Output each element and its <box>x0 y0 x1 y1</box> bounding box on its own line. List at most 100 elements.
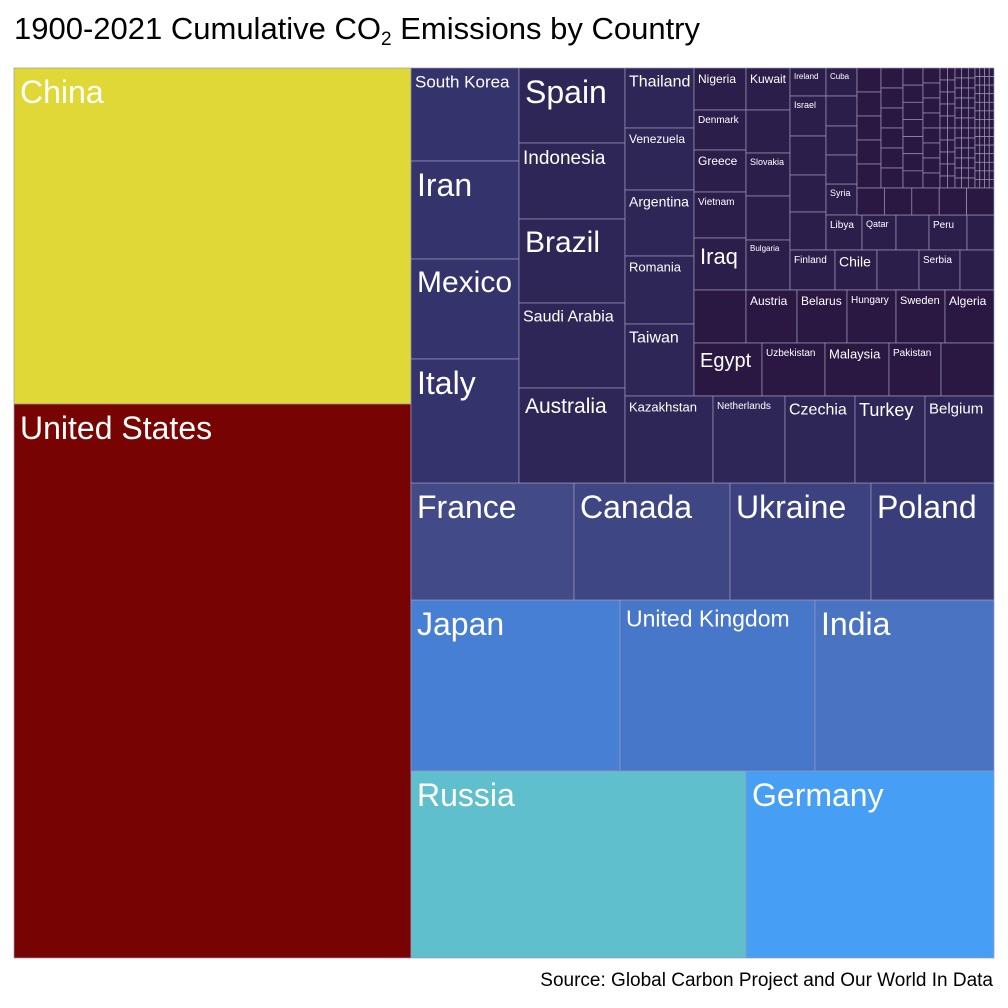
tile-small-country <box>947 163 956 177</box>
tile-label-egypt: Egypt <box>700 350 752 372</box>
tile-small-country <box>954 127 963 139</box>
tile-small-country <box>961 107 969 119</box>
tile-label-bulgaria: Bulgaria <box>750 244 780 253</box>
tile-small-country <box>988 84 995 95</box>
tile-small-country <box>974 161 981 172</box>
tile-turkey <box>854 395 926 484</box>
tile-small-country <box>961 77 969 89</box>
tile-pakistan <box>888 342 942 397</box>
tile-unlabeled <box>745 195 791 241</box>
tile-label-canada: Canada <box>580 489 692 525</box>
tile-small-country <box>939 139 948 153</box>
tile-small-country <box>984 170 990 180</box>
tile-small-country <box>947 175 956 189</box>
tile-small-country <box>974 136 981 146</box>
tile-small-country <box>974 144 981 155</box>
tile-small-country <box>902 67 924 86</box>
tile-small-country <box>979 76 985 86</box>
tile-label-ukraine: Ukraine <box>736 489 846 525</box>
tile-qatar <box>861 214 897 251</box>
tile-label-china: China <box>20 74 104 110</box>
tile-small-country <box>880 107 904 129</box>
tile-small-country <box>979 84 985 95</box>
tile-label-serbia: Serbia <box>923 255 952 266</box>
tile-small-country <box>979 101 985 112</box>
tile-label-thailand: Thailand <box>629 73 690 90</box>
tile-unlabeled <box>825 95 858 127</box>
tile-slovakia <box>745 152 791 197</box>
tile-small-country <box>984 127 990 137</box>
tile-small-country <box>961 67 969 79</box>
tile-ukraine <box>729 482 872 601</box>
tile-label-chile: Chile <box>839 254 871 270</box>
tile-unlabeled <box>825 125 858 156</box>
tile-unlabeled <box>789 211 827 251</box>
tile-small-country <box>988 67 995 77</box>
tile-small-country <box>902 119 924 137</box>
tile-small-country <box>984 93 990 103</box>
tile-small-country <box>902 153 924 172</box>
tile-iran <box>410 160 520 260</box>
tile-small-country <box>954 167 963 179</box>
tile-label-belarus: Belarus <box>801 294 842 308</box>
tile-small-country <box>967 107 976 119</box>
tile-label-israel: Israel <box>794 100 816 110</box>
tile-small-country <box>856 139 882 165</box>
tile-malaysia <box>824 342 890 397</box>
tile-label-algeria: Algeria <box>949 294 987 308</box>
tile-venezuela <box>624 127 695 191</box>
tile-label-malaysia: Malaysia <box>829 347 881 362</box>
tile-serbia <box>918 249 961 291</box>
tile-small-country <box>856 163 882 189</box>
tile-label-vietnam: Vietnam <box>698 197 735 208</box>
tile-small-country <box>922 112 941 129</box>
tile-small-country <box>856 67 882 93</box>
tile-small-country <box>967 147 976 159</box>
tile-small-country <box>939 103 948 117</box>
tile-taiwan <box>624 323 695 397</box>
tile-label-sweden: Sweden <box>900 295 940 307</box>
tile-label-taiwan: Taiwan <box>629 329 679 346</box>
tile-small-country <box>961 97 969 109</box>
tile-small-country <box>984 76 990 86</box>
tile-small-country <box>922 127 941 144</box>
tile-small-country <box>902 170 924 189</box>
tile-hungary <box>846 289 897 344</box>
tile-small-country <box>974 110 981 120</box>
tile-egypt <box>693 342 763 397</box>
tile-unlabeled <box>966 214 995 251</box>
title-suffix: Emissions by Country <box>391 11 701 46</box>
tile-small-country <box>954 117 963 129</box>
tile-small-country <box>984 136 990 146</box>
tile-label-venezuela: Venezuela <box>629 132 685 146</box>
tile-label-brazil: Brazil <box>525 226 600 259</box>
tile-small-country <box>947 151 956 165</box>
tile-small-country <box>979 119 985 129</box>
tile-label-uzbekistan: Uzbekistan <box>766 348 815 359</box>
tile-label-hungary: Hungary <box>851 295 889 306</box>
tile-small-country <box>988 170 995 180</box>
tile-unlabeled <box>959 249 995 291</box>
tile-small-country <box>967 157 976 169</box>
tile-kazakhstan <box>624 395 714 484</box>
tile-small-country <box>947 115 956 129</box>
tile-small-country <box>954 107 963 119</box>
chart-title: 1900-2021 Cumulative CO2 Emissions by Co… <box>14 10 701 49</box>
tile-small-country <box>961 117 969 129</box>
tile-label-syria: Syria <box>830 188 851 198</box>
tile-small-country <box>947 67 956 81</box>
title-main: 1900-2021 Cumulative CO <box>14 11 382 46</box>
tile-small-country <box>954 87 963 99</box>
tile-small-country <box>939 67 948 81</box>
tile-small-country <box>979 93 985 103</box>
tile-small-country <box>974 76 981 86</box>
tile-label-saudi-arabia: Saudi Arabia <box>523 308 614 325</box>
tile-label-cuba: Cuba <box>830 72 850 81</box>
tile-ireland <box>789 67 827 97</box>
tile-unlabeled <box>940 342 995 397</box>
tile-small-country <box>988 110 995 120</box>
tile-small-country <box>947 91 956 105</box>
tile-small-country <box>979 144 985 155</box>
tile-small-country <box>974 93 981 103</box>
tile-small-country <box>984 153 990 163</box>
